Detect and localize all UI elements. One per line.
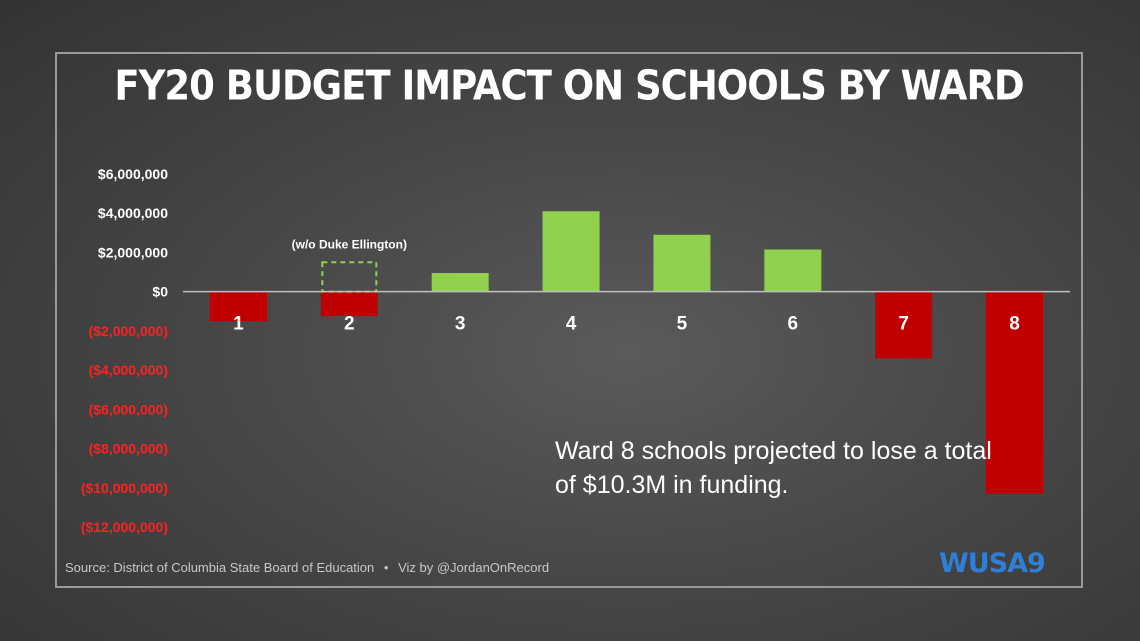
alternate-label: (w/o Duke Ellington) (292, 237, 407, 251)
category-label-6: 6 (788, 314, 799, 335)
bar-ward-1 (209, 291, 267, 322)
bar-ward-2 (320, 291, 378, 317)
bar-ward-5 (653, 234, 711, 292)
y-tick-label: $4,000,000 (98, 205, 168, 221)
bar-ward-4 (542, 211, 600, 292)
bar-ward-8 (986, 291, 1044, 494)
chart-title: FY20 BUDGET IMPACT ON SCHOOLS BY WARD (114, 61, 1024, 110)
y-tick-label: ($10,000,000) (81, 480, 168, 496)
bar-ward-3 (431, 273, 489, 292)
y-tick-label: ($12,000,000) (81, 519, 168, 535)
y-tick-label: $2,000,000 (98, 244, 168, 260)
category-label-7: 7 (898, 314, 909, 335)
category-label-5: 5 (677, 314, 688, 335)
category-label-1: 1 (233, 314, 244, 335)
bar-ward-2-alternate (321, 261, 378, 293)
bar-ward-7 (875, 291, 933, 359)
bar-ward-6 (764, 249, 822, 292)
chart-frame (55, 52, 1083, 588)
source-line: Source: District of Columbia State Board… (65, 560, 549, 575)
y-tick-label: $6,000,000 (98, 166, 168, 182)
category-label-3: 3 (455, 314, 466, 335)
y-tick-label: ($4,000,000) (89, 362, 168, 378)
category-label-8: 8 (1009, 314, 1020, 335)
source-text: Source: District of Columbia State Board… (65, 560, 375, 575)
ward8-annotation: Ward 8 schools projected to lose a total… (555, 437, 992, 499)
category-label-4: 4 (566, 314, 577, 335)
category-label-2: 2 (344, 314, 355, 335)
y-tick-label: ($6,000,000) (89, 401, 168, 417)
credit-text: Viz by @JordanOnRecord (398, 560, 550, 575)
y-tick-label: ($2,000,000) (89, 323, 168, 339)
y-tick-label: ($8,000,000) (89, 441, 168, 457)
source-separator: • (383, 560, 389, 575)
y-tick-label: $0 (152, 284, 168, 300)
wusa9-logo: WUSA9 (939, 548, 1046, 579)
